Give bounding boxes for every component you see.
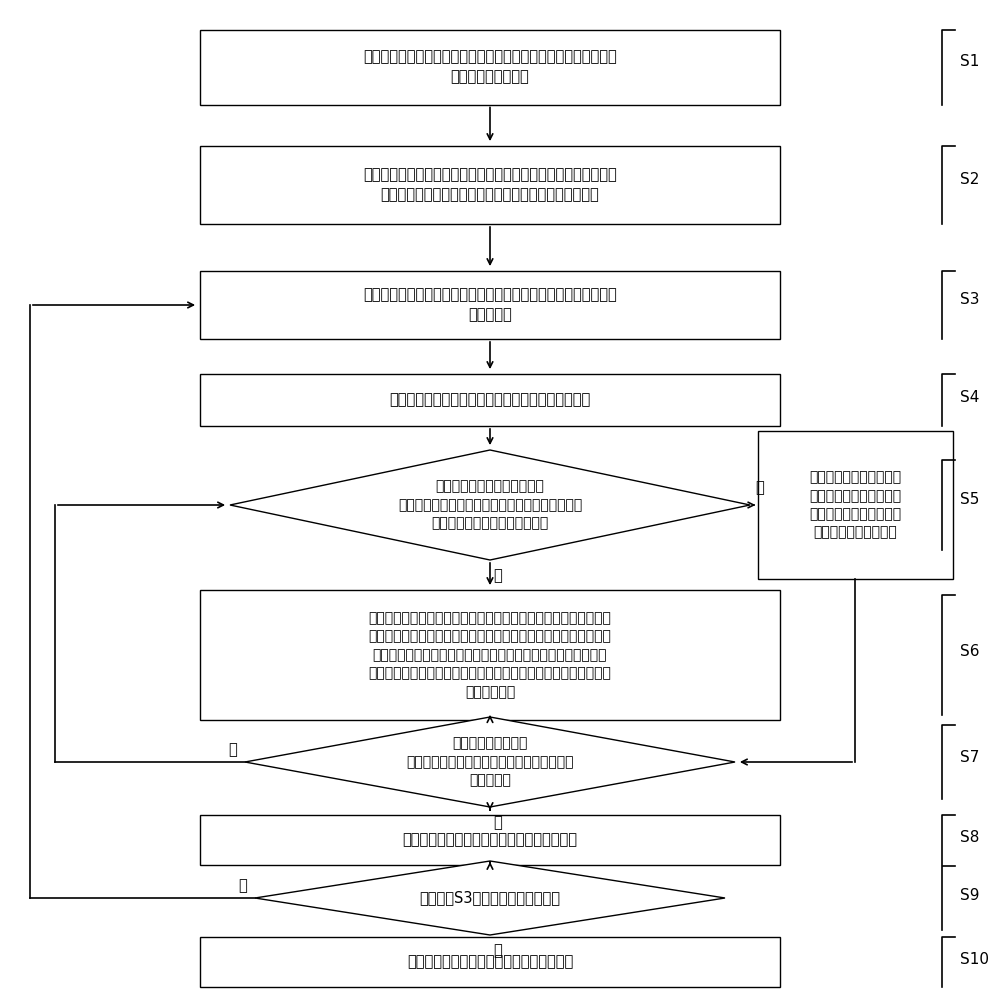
FancyBboxPatch shape	[200, 271, 780, 339]
FancyBboxPatch shape	[200, 30, 780, 104]
Text: S6: S6	[960, 644, 980, 659]
Text: 将预设数量的人工蚂蚁依次放置于按照所述排烃概率随机选择的烃
源岩网格处: 将预设数量的人工蚂蚁依次放置于按照所述排烃概率随机选择的烃 源岩网格处	[363, 287, 617, 322]
Text: S10: S10	[960, 951, 989, 966]
Text: 将所述当前人工蚂蚁所在
网格记录至富集区集合，
并将所述当前人工蚂蚁的
路径保存至路径集合中: 将所述当前人工蚂蚁所在 网格记录至富集区集合， 并将所述当前人工蚂蚁的 路径保存…	[809, 470, 901, 540]
Polygon shape	[230, 450, 750, 560]
Text: S7: S7	[960, 749, 979, 764]
FancyBboxPatch shape	[200, 374, 780, 426]
FancyBboxPatch shape	[200, 937, 780, 987]
Text: 返回步骤S3的次数满足预设次数？: 返回步骤S3的次数满足预设次数？	[420, 891, 560, 906]
Text: 否: 否	[494, 568, 502, 583]
FancyBboxPatch shape	[200, 590, 780, 720]
FancyBboxPatch shape	[200, 815, 780, 865]
Text: 是: 是	[755, 480, 764, 495]
Text: 是: 是	[494, 943, 502, 958]
Text: 将所述路径集合及富集区集合作为模拟结果: 将所述路径集合及富集区集合作为模拟结果	[407, 954, 573, 969]
Text: S2: S2	[960, 173, 979, 188]
Text: 根据所述路径集合对各网格的信息素进行更新: 根据所述路径集合对各网格的信息素进行更新	[402, 833, 578, 848]
Polygon shape	[255, 861, 725, 935]
FancyBboxPatch shape	[758, 431, 952, 579]
Text: 根据网格的信息素及所述动力差计算所述当前人工蚂蚁从其所在网
格运移至各相邻网格的运移概率，将所述当前人工蚂蚁从其所在网
格运移至根据运移概率从所述相邻网格中随机: 根据网格的信息素及所述动力差计算所述当前人工蚂蚁从其所在网 格运移至各相邻网格的…	[369, 611, 611, 699]
Text: 根据所述烃源岩数据在所述构造格架图像中确定烃源岩网格，根据
所述烃源岩网格的生烃强度计算各烃源岩网格的排烃概率: 根据所述烃源岩数据在所述构造格架图像中确定烃源岩网格，根据 所述烃源岩网格的生烃…	[363, 168, 617, 203]
Text: 计算各人工蚂蚁所在网格与其相邻网格之间的动力差: 计算各人工蚂蚁所在网格与其相邻网格之间的动力差	[389, 393, 591, 408]
Text: S3: S3	[960, 292, 980, 307]
FancyBboxPatch shape	[200, 146, 780, 224]
Text: 否: 否	[228, 743, 237, 757]
Text: 获取所述致密储层的构造格架图像及烃源岩数据，对所述构造格架
图像进行网格化处理: 获取所述致密储层的构造格架图像及烃源岩数据，对所述构造格架 图像进行网格化处理	[363, 50, 617, 84]
Text: 否: 否	[238, 879, 247, 894]
Text: 是: 是	[494, 815, 502, 830]
Polygon shape	[245, 717, 735, 807]
Text: S5: S5	[960, 492, 979, 508]
Text: 是否所有人工蚂蚁所
在网格与其相邻网格之间的动力差均小于等于
预设阈值？: 是否所有人工蚂蚁所 在网格与其相邻网格之间的动力差均小于等于 预设阈值？	[406, 737, 574, 787]
Text: S4: S4	[960, 390, 979, 405]
Text: S8: S8	[960, 830, 979, 845]
Text: 对各人工蚂蚁进行遍历，遍历
到的当前人工蚂蚁所在网格与其相邻网格之间的动
力差是否均小于等于预设阈值？: 对各人工蚂蚁进行遍历，遍历 到的当前人工蚂蚁所在网格与其相邻网格之间的动 力差是…	[398, 479, 582, 531]
Text: S9: S9	[960, 888, 980, 903]
Text: S1: S1	[960, 55, 979, 70]
